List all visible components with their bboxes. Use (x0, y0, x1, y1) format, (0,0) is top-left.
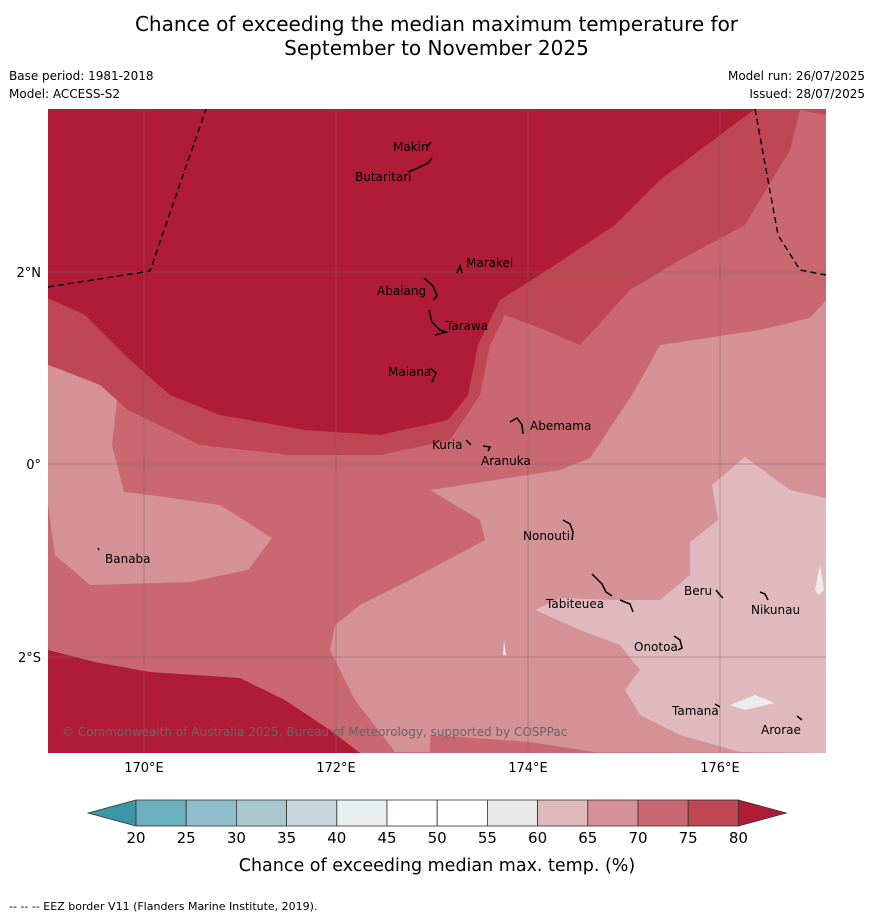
colorbar-segment-70_75 (637, 799, 689, 827)
colorbar-segment-65_70 (587, 799, 639, 827)
island-aranuka (482, 445, 492, 452)
label-nikunau: Nikunau (751, 603, 800, 617)
colorbar-tick-35: 35 (277, 829, 296, 847)
label-kuria: Kuria (432, 438, 463, 452)
colorbar-tick-55: 55 (478, 829, 497, 847)
eez-footnote: -- -- -- EEZ border V11 (Flanders Marine… (9, 900, 318, 913)
colorbar-segment-20_25 (135, 799, 187, 827)
island-nonouti (562, 519, 574, 541)
lat-tick-2n: 2°N (17, 266, 42, 281)
model-name: Model: ACCESS-S2 (9, 87, 121, 101)
lat-tick-2s: 2°S (18, 651, 41, 666)
colorbar-tick-70: 70 (628, 829, 647, 847)
label-banaba: Banaba (105, 552, 151, 566)
island-abemama (509, 417, 524, 435)
islands (97, 141, 803, 721)
map-title: Chance of exceeding the median maximum t… (0, 12, 873, 60)
label-aranuka: Aranuka (481, 454, 531, 468)
colorbar-tick-45: 45 (377, 829, 396, 847)
island-arorae (796, 715, 803, 721)
meta-right: Model run: 26/07/2025 Issued: 28/07/2025 (728, 67, 865, 103)
colorbar-tick-25: 25 (177, 829, 196, 847)
title-line-1: Chance of exceeding the median maximum t… (134, 12, 739, 36)
colorbar: 20 25 30 35 40 45 50 55 60 65 70 75 80 (86, 799, 788, 847)
label-butaritari: Butaritari (355, 170, 412, 184)
island-nikunau (759, 591, 769, 601)
colorbar-tick-65: 65 (578, 829, 597, 847)
base-period: Base period: 1981-2018 (9, 69, 154, 83)
colorbar-extend-high (738, 799, 788, 827)
colorbar-segment-45_50 (386, 799, 438, 827)
band-75-80-se (430, 735, 600, 753)
label-makin: Makin (393, 140, 429, 154)
issued-date: Issued: 28/07/2025 (749, 87, 865, 101)
lon-tick-172e: 172°E (316, 761, 356, 776)
colorbar-segment-60_65 (537, 799, 589, 827)
label-onotoa: Onotoa (634, 640, 678, 654)
lat-tick-0: 0° (26, 458, 41, 473)
island-makin (427, 141, 432, 147)
colorbar-tick-60: 60 (528, 829, 547, 847)
band-above-80-south (48, 650, 360, 753)
lon-axis: 170°E 172°E 174°E 176°E (124, 761, 740, 776)
label-abaiang: Abaiang (377, 284, 426, 298)
colorbar-segment-75_80 (687, 799, 739, 827)
lon-tick-174e: 174°E (508, 761, 548, 776)
colorbar-segment-55_60 (486, 799, 538, 827)
colorbar-tick-50: 50 (428, 829, 447, 847)
island-kuria (465, 439, 472, 446)
colorbar-segment-50_55 (436, 799, 488, 827)
island-onotoa (673, 635, 683, 651)
eez-border (48, 109, 826, 288)
meta-left: Base period: 1981-2018 Model: ACCESS-S2 (9, 67, 154, 103)
label-maiana: Maiana (388, 365, 431, 379)
label-tamana: Tamana (671, 704, 719, 718)
island-tamana (714, 703, 721, 708)
graticule (48, 109, 826, 753)
colorbar-tick-30: 30 (227, 829, 246, 847)
colorbar-tick-80: 80 (729, 829, 748, 847)
island-banaba (97, 547, 100, 551)
band-55-60-patch-mid (503, 640, 506, 655)
map-area: Makin Butaritari Marakei Abaiang Tarawa … (48, 109, 826, 753)
label-beru: Beru (684, 584, 712, 598)
island-tabiteuea (591, 573, 634, 613)
label-tabiteuea: Tabiteuea (545, 597, 604, 611)
place-labels: Makin Butaritari Marakei Abaiang Tarawa … (105, 140, 801, 737)
colorbar-segment-25_30 (185, 799, 237, 827)
copyright-notice: © Commonwealth of Australia 2025, Bureau… (62, 725, 567, 739)
label-abemama: Abemama (530, 419, 591, 433)
colorbar-tick-75: 75 (679, 829, 698, 847)
lon-tick-170e: 170°E (124, 761, 164, 776)
label-marakei: Marakei (466, 256, 513, 270)
label-arorae: Arorae (761, 723, 801, 737)
island-butaritari (407, 157, 433, 173)
label-nonouti: Nonouti (523, 529, 570, 543)
colorbar-tick-40: 40 (327, 829, 346, 847)
island-maiana (429, 367, 437, 383)
lon-tick-176e: 176°E (700, 761, 740, 776)
island-tarawa (428, 309, 449, 336)
island-marakei (456, 263, 463, 274)
title-line-2: September to November 2025 (284, 36, 589, 60)
colorbar-segment-35_40 (286, 799, 338, 827)
colorbar-segment-30_35 (235, 799, 287, 827)
model-run: Model run: 26/07/2025 (727, 69, 865, 83)
colorbar-tick-20: 20 (126, 829, 145, 847)
label-tarawa: Tarawa (445, 319, 488, 333)
colorbar-label: Chance of exceeding median max. temp. (%… (239, 856, 636, 876)
lat-axis: 2°N 0° 2°S (17, 266, 42, 666)
band-55-60-patch-east (815, 565, 824, 595)
island-abaiang (423, 277, 438, 301)
colorbar-segment-40_45 (336, 799, 388, 827)
colorbar-extend-low (86, 799, 137, 827)
island-beru (715, 589, 724, 599)
band-60-65 (535, 457, 826, 753)
band-55-60-patch (730, 695, 775, 710)
band-65-70 (48, 340, 272, 585)
